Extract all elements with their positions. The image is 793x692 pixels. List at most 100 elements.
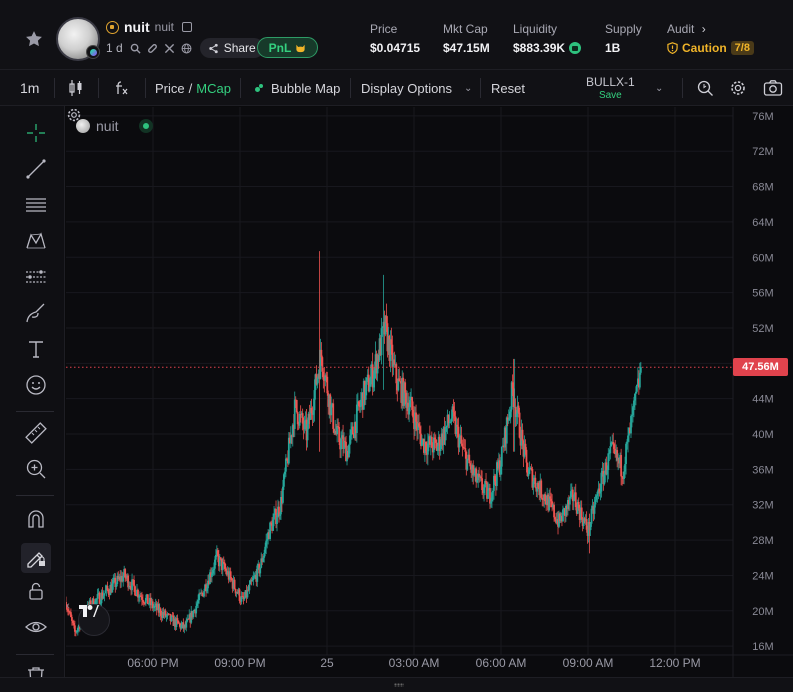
candle [233,577,236,590]
zoom-in-tool-icon[interactable] [24,457,48,481]
price-mcap-toggle[interactable]: Price / MCap [155,70,231,106]
candle [250,577,253,586]
candle [635,386,637,406]
candle-body [478,473,481,478]
crosshair-tool-icon[interactable] [24,121,48,145]
candle-body [265,540,268,547]
candle [143,602,146,605]
candle [163,609,166,619]
ruler-measure-tool-icon[interactable] [24,421,48,445]
dev-wallet-icon[interactable] [106,20,119,34]
candle [456,418,459,438]
candle-body [520,429,523,446]
candle [367,366,370,393]
candle-body [619,455,622,464]
lock-drawings-icon[interactable] [24,579,48,603]
candle-body [392,359,395,367]
candle-body [329,394,332,416]
candle-body [215,550,218,555]
bottom-resize-bar[interactable] [0,677,793,692]
brush-tool-icon[interactable] [24,301,48,325]
candle-body [170,615,173,621]
candle [447,414,450,429]
candle-body [616,450,619,461]
token-avatar[interactable] [56,17,100,61]
display-options-dropdown[interactable]: Display Options ⌄ [361,70,472,106]
reset-button[interactable]: Reset [491,80,525,96]
candle [224,563,227,575]
candle-body [535,487,538,492]
candle [344,437,346,448]
candle-body [635,391,637,394]
magnet-tool-icon[interactable] [24,507,48,531]
indicators-fx-icon[interactable] [113,70,129,106]
favorite-star-icon[interactable] [24,29,44,49]
audit-stat[interactable]: Audit › Caution 7/8 [667,22,754,55]
copy-address-icon[interactable] [182,22,193,32]
candle [317,369,320,383]
candle-body [234,588,237,594]
candle [560,511,562,523]
candle [113,572,116,583]
collapse-toolbar-arrow-icon[interactable]: ‹ [66,600,70,612]
candle [620,448,623,486]
candle [616,447,619,468]
y-tick-label: 76M [752,111,773,123]
text-tool-icon[interactable] [24,337,48,361]
candle-body [615,450,618,455]
interval-button[interactable]: 1m [20,80,40,96]
candle-body [358,406,361,408]
pnl-button[interactable]: PnL [257,37,318,58]
candles-type-icon[interactable] [68,70,84,106]
settings-gear-icon[interactable] [729,70,747,106]
stay-in-drawing-mode-icon[interactable] [24,546,48,570]
candle [73,620,76,637]
bubble-map-button[interactable]: Bubble Map [255,70,340,106]
search-icon[interactable] [130,43,141,54]
candle-body [208,580,210,585]
candle [571,486,574,511]
website-globe-icon[interactable] [181,43,192,54]
candle [137,588,139,602]
layout-selector[interactable]: BULLX-1 Save [586,70,635,106]
x-twitter-icon[interactable] [164,43,175,54]
candle-body [609,446,612,454]
candle [142,594,144,605]
candle-body [549,496,552,499]
layout-chevron-down-icon[interactable]: ⌄ [655,82,664,94]
quick-search-icon[interactable] [696,70,714,106]
chart-canvas[interactable]: 76M72M68M64M60M56M52M48M44M40M36M32M28M2… [66,107,793,677]
candle [127,573,130,591]
candle-body [182,622,185,629]
candle-body [485,481,487,483]
chevron-down-icon: ⌄ [464,82,473,94]
price-chart[interactable]: 76M72M68M64M60M56M52M48M44M40M36M32M28M2… [66,107,793,677]
layout-save-label[interactable]: Save [598,90,622,101]
emoji-tool-icon[interactable] [24,373,48,397]
candle [255,569,258,587]
chart-settings-gear-icon[interactable] [66,107,82,123]
candle [435,439,438,452]
candle [97,588,100,596]
candle [235,591,238,598]
fib-levels-tool-icon[interactable] [24,193,48,217]
candle [108,588,111,600]
tradingview-logo-icon[interactable] [78,604,110,636]
trend-line-tool-icon[interactable] [24,157,48,181]
candle-body [184,624,187,628]
pattern-tool-icon[interactable] [24,229,48,253]
hide-drawings-eye-icon[interactable] [24,615,48,639]
candle-body [639,367,642,373]
candle [488,483,490,491]
candle-body [361,392,364,410]
resize-grip-icon[interactable] [394,683,404,687]
forecast-tool-icon[interactable] [24,265,48,289]
candle-body [242,596,245,600]
screenshot-camera-icon[interactable] [763,70,783,106]
share-button[interactable]: Share [199,38,264,58]
link-icon[interactable] [147,43,158,54]
candle-body [399,381,402,382]
price-stat-label: Price [370,22,398,36]
candle [514,398,517,427]
candle-body [613,444,616,449]
